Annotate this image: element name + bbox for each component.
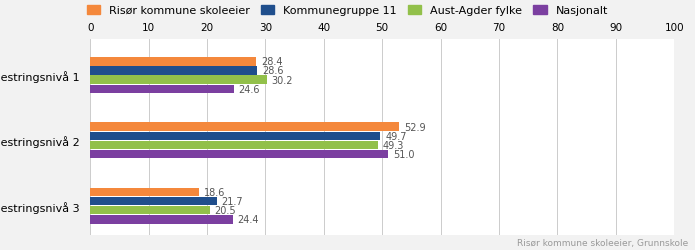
Bar [90,150,388,158]
Bar [90,123,399,131]
Text: Risør kommune skoleeier, Grunnskole: Risør kommune skoleeier, Grunnskole [517,238,688,248]
Bar [90,197,217,205]
Text: 21.7: 21.7 [222,196,243,206]
Text: 18.6: 18.6 [204,187,225,197]
Text: 24.6: 24.6 [238,84,260,94]
Bar [90,132,380,140]
Text: 28.6: 28.6 [262,66,284,76]
Text: 28.4: 28.4 [261,57,282,67]
Text: 51.0: 51.0 [393,150,414,160]
Text: 24.4: 24.4 [238,214,259,224]
Text: 20.5: 20.5 [215,205,236,215]
Bar [90,76,267,84]
Text: 49.3: 49.3 [383,140,404,150]
Bar [90,188,199,196]
Bar [90,215,233,224]
Bar [90,58,256,66]
Text: 49.7: 49.7 [385,131,407,141]
Bar [90,141,378,150]
Text: 52.9: 52.9 [404,122,425,132]
Bar [90,85,234,94]
Legend: Risør kommune skoleeier, Kommunegruppe 11, Aust-Agder fylke, Nasjonalt: Risør kommune skoleeier, Kommunegruppe 1… [87,6,608,16]
Text: 30.2: 30.2 [271,75,293,85]
Bar [90,206,210,214]
Bar [90,67,257,76]
